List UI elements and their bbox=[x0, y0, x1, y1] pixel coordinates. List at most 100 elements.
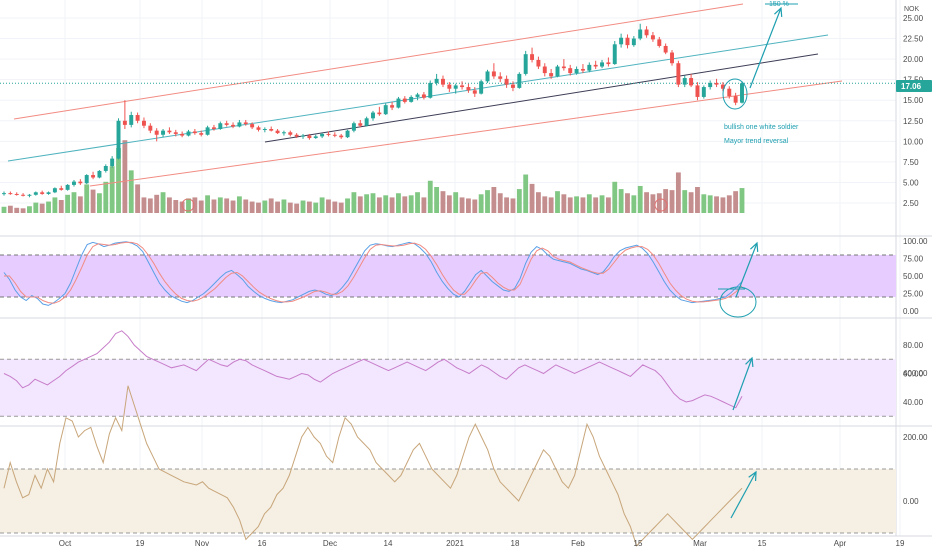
candle-body bbox=[262, 129, 267, 130]
last-price-tag-bg bbox=[896, 80, 932, 92]
price-tick-5: 12.50 bbox=[903, 117, 924, 126]
volume-bar bbox=[605, 197, 611, 213]
volume-bar bbox=[52, 197, 58, 213]
time-tick-1: 19 bbox=[136, 539, 145, 548]
candle-body bbox=[555, 66, 560, 77]
volume-bar bbox=[580, 197, 586, 213]
currency-label: NOK bbox=[904, 6, 920, 13]
volume-bar bbox=[58, 200, 64, 213]
volume-bar bbox=[198, 200, 204, 213]
candle-body bbox=[523, 54, 528, 74]
candle-body bbox=[663, 45, 668, 53]
time-tick-10: Mar bbox=[693, 539, 707, 548]
volume-bar bbox=[364, 194, 370, 213]
candle-body bbox=[714, 82, 719, 85]
candle-body bbox=[46, 192, 51, 194]
time-tick-13: 19 bbox=[896, 539, 905, 548]
candle-body bbox=[186, 131, 191, 136]
candle-body bbox=[218, 123, 223, 129]
volume-bar bbox=[166, 197, 172, 213]
volume-bar bbox=[440, 191, 446, 213]
volume-bar bbox=[281, 199, 287, 213]
candle-body bbox=[72, 181, 76, 185]
volume-bar bbox=[313, 202, 319, 213]
candle-body bbox=[173, 132, 178, 134]
volume-bar bbox=[243, 199, 249, 213]
volume-bar bbox=[147, 198, 153, 213]
candle-body bbox=[180, 133, 185, 136]
time-axis: Oct 19 Nov 16 Dec 14 2021 18 Feb 15 Mar 15 Apr 19 bbox=[59, 539, 905, 548]
candle-body bbox=[619, 37, 624, 45]
volume-bar bbox=[7, 205, 13, 213]
channel-lower bbox=[89, 80, 843, 187]
candle-body bbox=[587, 64, 592, 71]
volume-bar bbox=[326, 199, 331, 213]
volume-bar bbox=[383, 195, 389, 213]
volume-bar bbox=[656, 193, 662, 213]
rsi-arrow bbox=[732, 357, 753, 411]
volume-bar bbox=[84, 184, 90, 213]
volume-bar bbox=[122, 140, 128, 213]
pattern-label: bullish one white soldier bbox=[724, 124, 799, 131]
candle-body bbox=[59, 188, 64, 190]
candle-body bbox=[390, 105, 395, 108]
volume-bar bbox=[548, 197, 554, 213]
candle-body bbox=[161, 130, 166, 135]
volume-bar bbox=[192, 197, 198, 213]
candle-body bbox=[644, 29, 649, 36]
candle-body bbox=[192, 131, 197, 134]
volume-bar bbox=[516, 189, 522, 213]
stoch-band bbox=[0, 255, 896, 297]
candle-body bbox=[313, 136, 318, 139]
volume-bar bbox=[453, 192, 459, 213]
volume-bar bbox=[446, 195, 452, 213]
time-tick-11: 15 bbox=[758, 539, 767, 548]
volume-bar bbox=[650, 194, 656, 213]
volume-bar bbox=[27, 206, 32, 213]
volume-bar bbox=[205, 195, 211, 213]
candle-body bbox=[332, 134, 337, 136]
volume-bar bbox=[586, 194, 592, 213]
candle-body bbox=[65, 184, 70, 190]
candle-body bbox=[52, 188, 57, 193]
candle-body bbox=[453, 85, 458, 89]
volume-bar bbox=[421, 197, 427, 213]
stoch-tick-0: 100.00 bbox=[903, 237, 928, 246]
candle-body bbox=[720, 84, 725, 89]
volume-bar bbox=[637, 185, 643, 213]
volume-bar bbox=[14, 207, 20, 213]
volume-bar bbox=[593, 197, 599, 213]
volume-bar bbox=[599, 195, 605, 213]
candle-body bbox=[2, 193, 6, 195]
candle-body bbox=[561, 66, 566, 69]
volume-bar bbox=[396, 193, 401, 213]
candle-body bbox=[211, 127, 216, 129]
candle-body bbox=[8, 193, 13, 195]
candle-body bbox=[237, 122, 242, 127]
rsi-tick-2: 40.00 bbox=[903, 398, 924, 407]
candle-body bbox=[97, 170, 102, 178]
candle-body bbox=[275, 130, 280, 134]
candle-body bbox=[631, 38, 636, 46]
candle-body bbox=[682, 78, 687, 85]
candle-body bbox=[167, 130, 172, 133]
rsi-line bbox=[3, 330, 743, 409]
volume-bar bbox=[415, 192, 420, 213]
candle-body bbox=[224, 123, 229, 125]
volume-bar bbox=[408, 195, 414, 213]
candle-body bbox=[345, 130, 350, 138]
rsi-tick-1: 60.00 bbox=[903, 370, 924, 379]
time-tick-2: Nov bbox=[195, 539, 209, 548]
volume-bar bbox=[466, 198, 471, 213]
candle-body bbox=[269, 129, 274, 131]
cci-line bbox=[3, 385, 743, 547]
candle-body bbox=[542, 66, 547, 74]
candle-body bbox=[689, 78, 694, 86]
candle-body bbox=[27, 194, 32, 196]
volume-bar bbox=[224, 198, 230, 213]
volume-bar bbox=[319, 197, 325, 213]
rsi-band bbox=[0, 359, 896, 417]
candle-body bbox=[606, 62, 611, 65]
candle-body bbox=[530, 54, 535, 60]
